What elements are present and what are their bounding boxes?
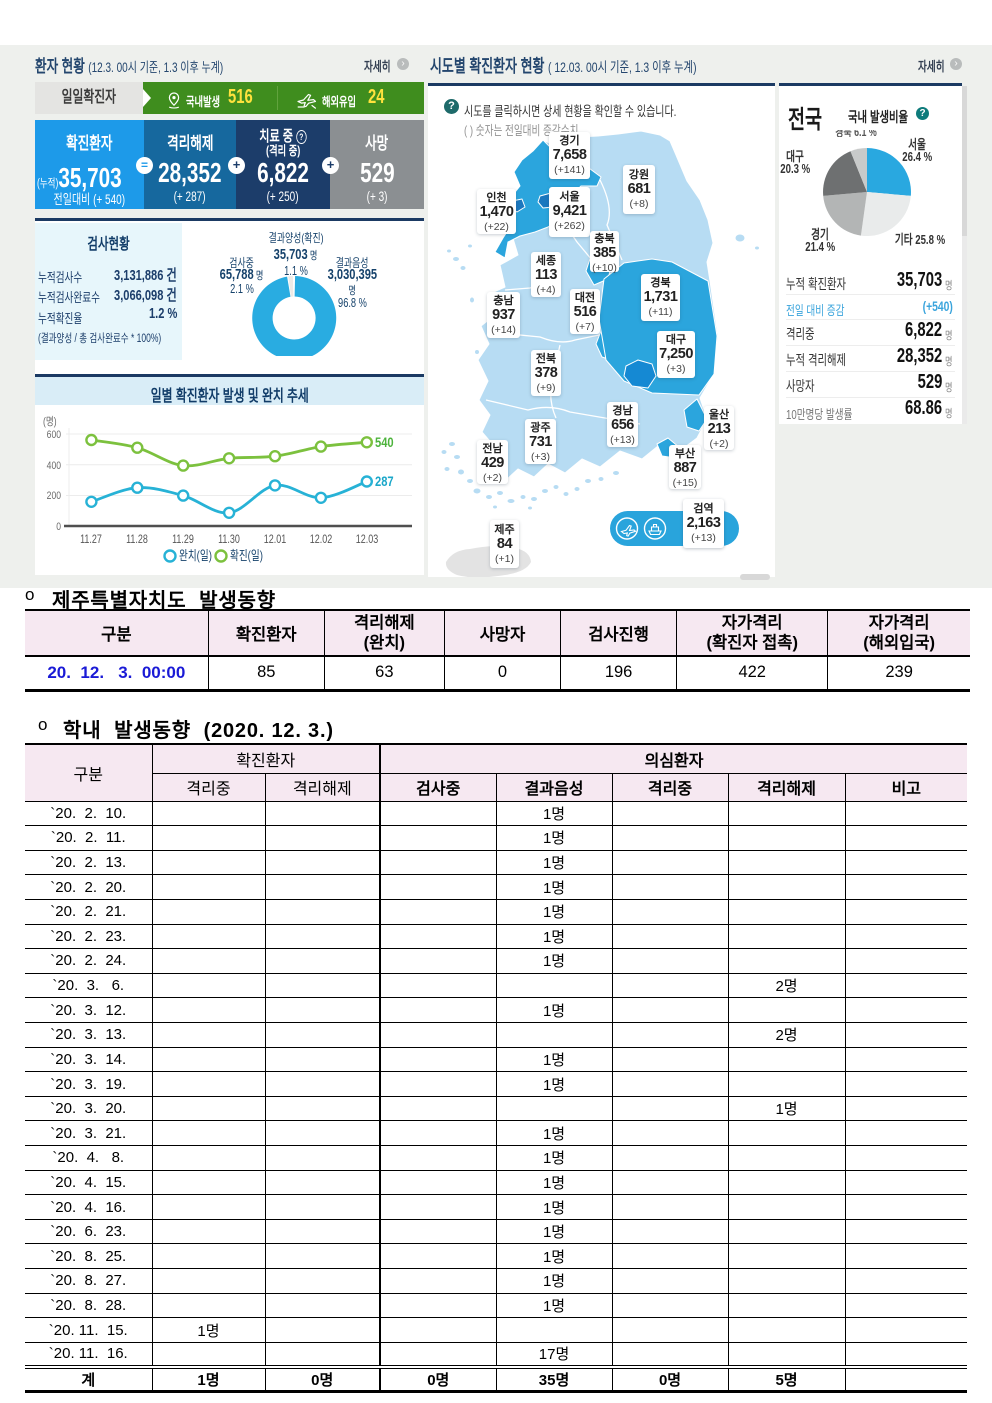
svg-text:11.28: 11.28: [126, 534, 148, 546]
svg-text:12.03: 12.03: [356, 534, 379, 546]
svg-text:확진(일): 확진(일): [230, 547, 263, 563]
svg-text:600: 600: [47, 429, 62, 441]
svg-text:완치(일): 완치(일): [179, 547, 212, 563]
svg-text:400: 400: [47, 460, 62, 472]
svg-text:12.01: 12.01: [264, 534, 287, 546]
svg-text:540: 540: [375, 435, 394, 450]
svg-text:200: 200: [47, 490, 62, 502]
svg-text:0: 0: [56, 521, 61, 533]
svg-text:12.02: 12.02: [310, 534, 333, 546]
svg-text:(명): (명): [43, 415, 57, 428]
svg-text:11.29: 11.29: [172, 534, 194, 546]
svg-text:11.30: 11.30: [218, 534, 240, 546]
svg-text:287: 287: [375, 474, 394, 489]
svg-text:11.27: 11.27: [80, 534, 102, 546]
